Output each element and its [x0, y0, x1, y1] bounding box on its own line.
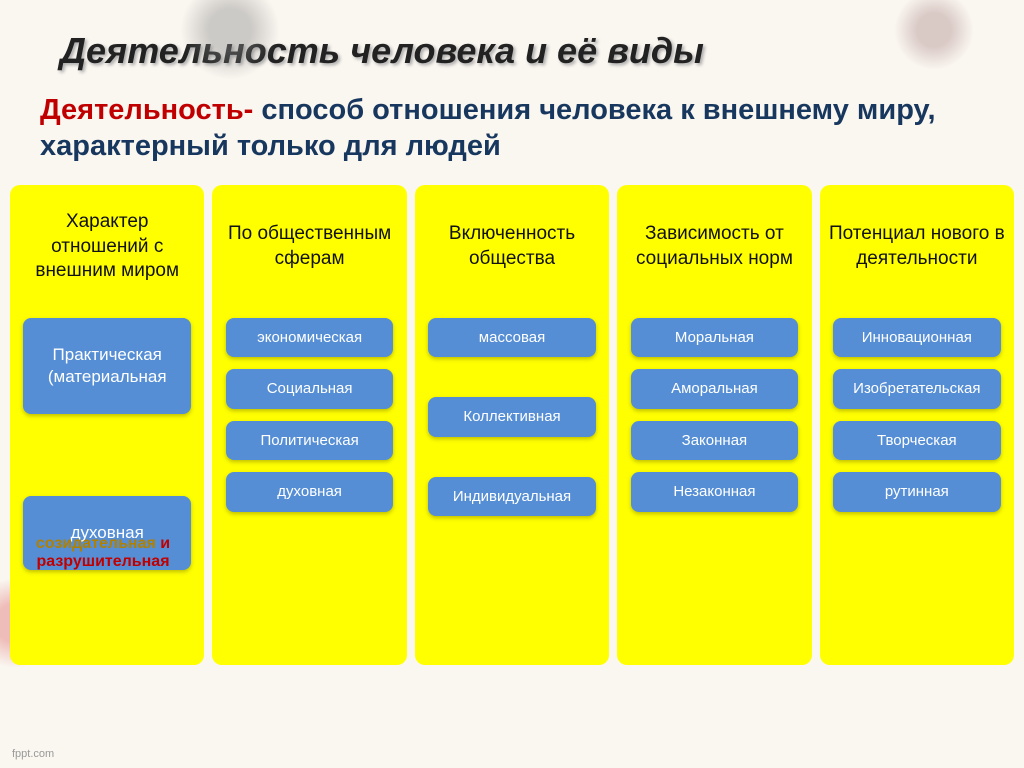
side-note: созидательная и разрушительная	[8, 535, 198, 571]
category-item: Практическая (материальная	[23, 318, 191, 414]
category-column: Зависимость от социальных норм Моральная А…	[617, 185, 811, 665]
category-item: Индивидуальная	[428, 477, 596, 517]
category-item: духовная	[226, 472, 394, 512]
category-item: массовая	[428, 318, 596, 358]
columns-container: созидательная и разрушительная Характер …	[0, 185, 1024, 665]
slide-title: Деятельность человека и её виды	[0, 0, 1024, 82]
column-header: По общественным сферам	[220, 195, 398, 300]
category-column: Включенность общества массовая Коллективна…	[415, 185, 609, 665]
category-item: Творческая	[833, 421, 1001, 461]
slide-subtitle: Деятельность- способ отношения человека …	[0, 82, 1024, 185]
column-header: Зависимость от социальных норм	[625, 195, 803, 300]
category-item: Социальная	[226, 369, 394, 409]
footer-credit: fppt.com	[12, 748, 54, 760]
category-column: По общественным сферам экономическая Социа…	[212, 185, 406, 665]
category-item: Моральная	[631, 318, 799, 358]
term: Деятельность-	[40, 94, 253, 126]
category-item: Незаконная	[631, 472, 799, 512]
note-part: созидательная	[36, 535, 156, 552]
category-item: Изобретательская	[833, 369, 1001, 409]
category-item: Коллективная	[428, 397, 596, 437]
column-header: Характер отношений с внешним миром	[18, 195, 196, 300]
category-item: Аморальная	[631, 369, 799, 409]
category-column: Потенциал нового в деятельности Инновацио…	[820, 185, 1014, 665]
category-item: рутинная	[833, 472, 1001, 512]
category-column: Характер отношений с внешним миром Практи…	[10, 185, 204, 665]
note-part: и	[156, 535, 170, 552]
column-header: Потенциал нового в деятельности	[828, 195, 1006, 300]
category-item: Политическая	[226, 421, 394, 461]
note-part: разрушительная	[36, 553, 169, 570]
category-item: Законная	[631, 421, 799, 461]
column-header: Включенность общества	[423, 195, 601, 300]
category-item: экономическая	[226, 318, 394, 358]
category-item: Инновационная	[833, 318, 1001, 358]
